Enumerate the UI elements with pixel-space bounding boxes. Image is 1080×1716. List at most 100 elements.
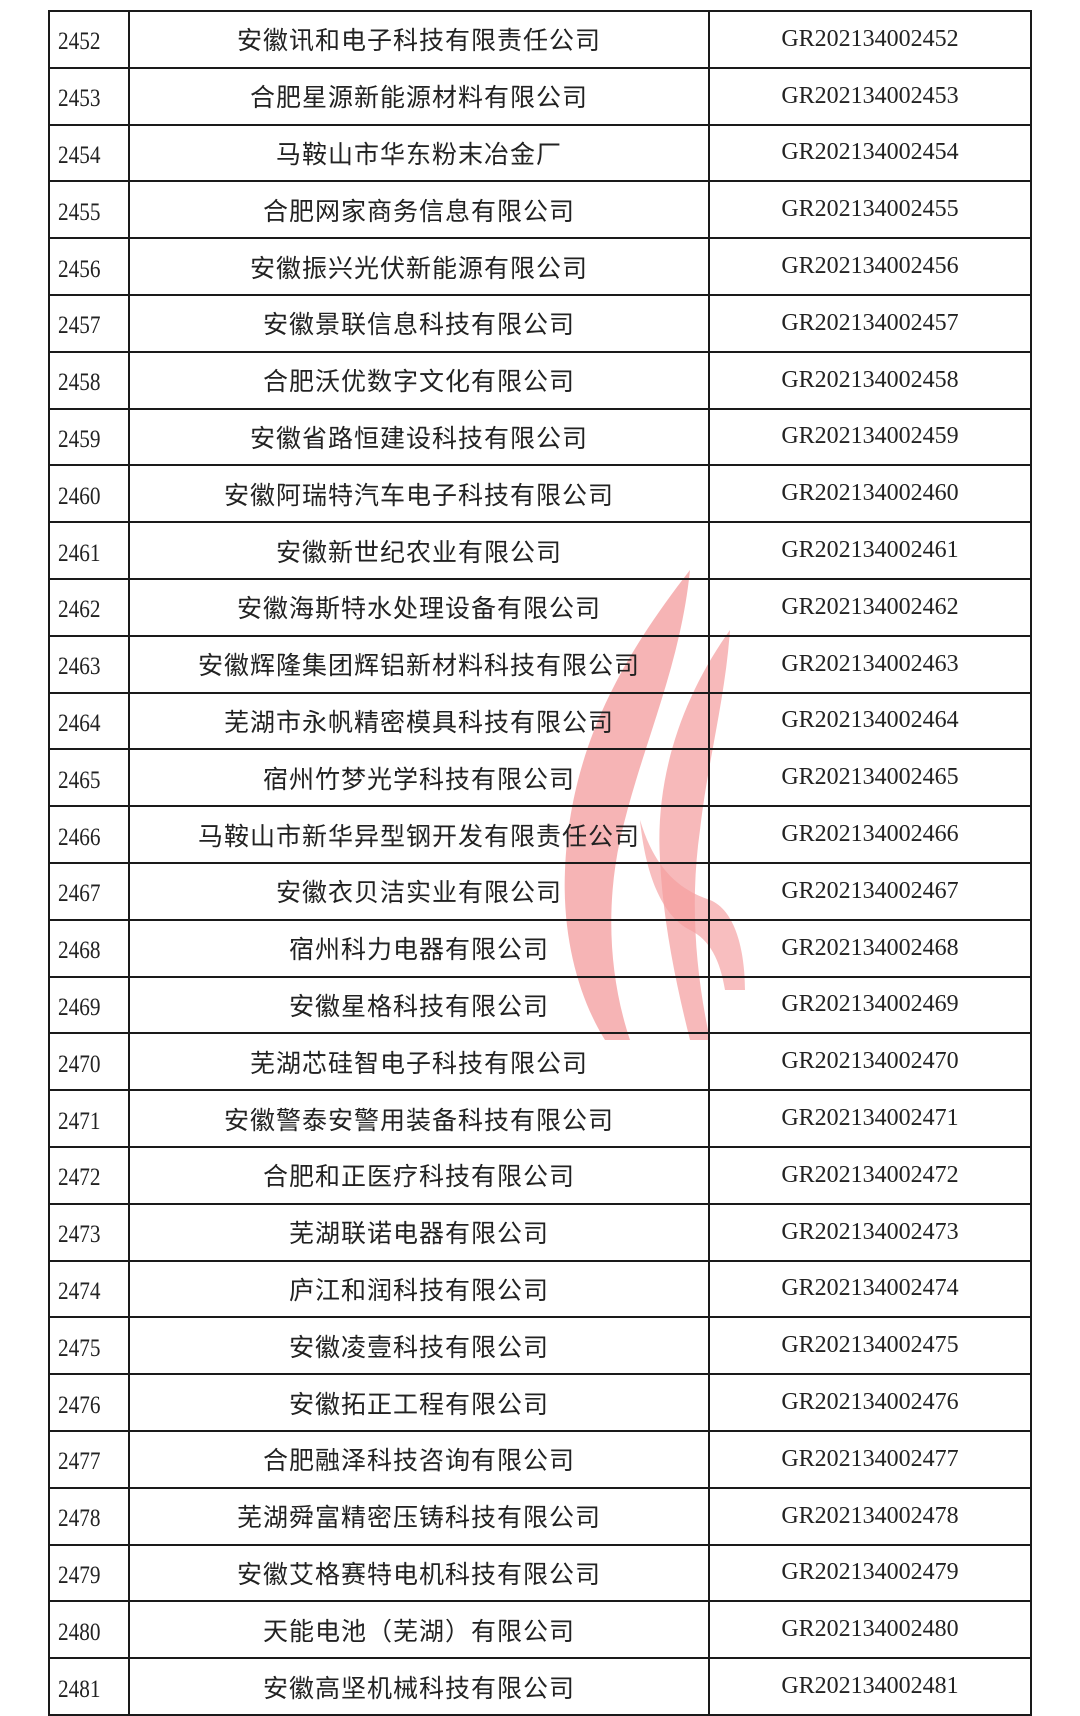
certificate-number-cell: GR202134002452 (708, 10, 1032, 69)
row-number-cell: 2481 (48, 1657, 130, 1716)
company-name-cell: 安徽拓正工程有限公司 (128, 1373, 710, 1432)
table-row: 2461 安徽新世纪农业有限公司 GR202134002461 (48, 521, 1032, 580)
certificate-number: GR202134002471 (781, 1105, 959, 1132)
table-row: 2465 宿州竹梦光学科技有限公司 GR202134002465 (48, 748, 1032, 808)
company-name-cell: 安徽衣贝洁实业有限公司 (128, 861, 710, 921)
enterprise-list-table: 2452 安徽讯和电子科技有限责任公司 GR202134002452 2453 合肥星源… (48, 10, 1032, 1716)
row-number-cell: 2470 (48, 1032, 130, 1092)
row-number: 2459 (58, 425, 101, 453)
row-number: 2457 (58, 312, 101, 340)
row-number: 2463 (58, 653, 101, 681)
company-name-cell: 芜湖市永帆精密模具科技有限公司 (128, 691, 710, 751)
certificate-number-cell: GR202134002462 (708, 577, 1032, 637)
table-row: 2477 合肥融泽科技咨询有限公司 GR202134002477 (48, 1429, 1032, 1489)
row-number-cell: 2457 (48, 293, 130, 353)
certificate-number: GR202134002469 (781, 991, 959, 1018)
table-row: 2475 安徽凌壹科技有限公司 GR202134002475 (48, 1316, 1032, 1376)
table-row: 2454 马鞍山市华东粉末冶金厂 GR202134002454 (48, 123, 1032, 183)
company-name: 合肥网家商务信息有限公司 (262, 198, 575, 226)
company-name: 天能电池（芜湖）有限公司 (262, 1618, 575, 1646)
certificate-number-cell: GR202134002477 (708, 1429, 1032, 1489)
certificate-number: GR202134002477 (781, 1445, 959, 1472)
table-row: 2463 安徽辉隆集团辉铝新材料科技有限公司 GR202134002463 (48, 634, 1032, 694)
company-name: 合肥沃优数字文化有限公司 (262, 369, 575, 397)
certificate-number: GR202134002458 (781, 366, 959, 393)
company-name-cell: 安徽高坚机械科技有限公司 (128, 1657, 710, 1716)
company-name-cell: 安徽凌壹科技有限公司 (128, 1316, 710, 1376)
table-row: 2458 合肥沃优数字文化有限公司 GR202134002458 (48, 350, 1032, 410)
company-name-cell: 合肥星源新能源材料有限公司 (128, 66, 710, 126)
certificate-number-cell: GR202134002461 (708, 521, 1032, 580)
certificate-number-cell: GR202134002476 (708, 1373, 1032, 1432)
certificate-number: GR202134002465 (781, 764, 959, 791)
company-name-cell: 安徽辉隆集团辉铝新材料科技有限公司 (128, 634, 710, 694)
certificate-number: GR202134002472 (781, 1161, 959, 1188)
row-number-cell: 2467 (48, 861, 130, 921)
company-name-cell: 合肥网家商务信息有限公司 (128, 180, 710, 240)
row-number: 2471 (58, 1107, 101, 1135)
certificate-number: GR202134002457 (781, 309, 959, 336)
row-number-cell: 2462 (48, 577, 130, 637)
certificate-number: GR202134002456 (781, 253, 959, 280)
company-name: 宿州竹梦光学科技有限公司 (262, 766, 575, 794)
table-row: 2466 马鞍山市新华异型钢开发有限责任公司 GR202134002466 (48, 805, 1032, 864)
row-number-cell: 2468 (48, 918, 130, 978)
row-number: 2462 (58, 596, 101, 624)
row-number-cell: 2474 (48, 1259, 130, 1319)
company-name-cell: 安徽省路恒建设科技有限公司 (128, 407, 710, 467)
company-name: 安徽海斯特水处理设备有限公司 (236, 596, 601, 624)
certificate-number-cell: GR202134002465 (708, 748, 1032, 808)
certificate-number: GR202134002452 (781, 25, 959, 52)
company-name-cell: 合肥融泽科技咨询有限公司 (128, 1429, 710, 1489)
company-name-cell: 安徽讯和电子科技有限责任公司 (128, 10, 710, 69)
company-name: 芜湖芯硅智电子科技有限公司 (249, 1050, 588, 1078)
company-name: 庐江和润科技有限公司 (288, 1277, 549, 1305)
company-name: 芜湖市永帆精密模具科技有限公司 (223, 709, 614, 737)
row-number: 2469 (58, 993, 101, 1021)
row-number: 2454 (58, 141, 101, 169)
row-number: 2455 (58, 198, 101, 226)
company-name: 安徽衣贝洁实业有限公司 (275, 880, 562, 908)
company-name: 安徽高坚机械科技有限公司 (262, 1675, 575, 1703)
certificate-number-cell: GR202134002467 (708, 861, 1032, 921)
table-row: 2478 芜湖舜富精密压铸科技有限公司 GR202134002478 (48, 1486, 1032, 1546)
certificate-number-cell: GR202134002472 (708, 1145, 1032, 1205)
certificate-number: GR202134002474 (781, 1275, 959, 1302)
certificate-number-cell: GR202134002475 (708, 1316, 1032, 1376)
company-name-cell: 安徽景联信息科技有限公司 (128, 293, 710, 353)
row-number: 2461 (58, 539, 101, 567)
certificate-number: GR202134002466 (781, 821, 959, 848)
certificate-number: GR202134002464 (781, 707, 959, 734)
company-name-cell: 马鞍山市华东粉末冶金厂 (128, 123, 710, 183)
certificate-number-cell: GR202134002466 (708, 805, 1032, 864)
company-name: 合肥和正医疗科技有限公司 (262, 1164, 575, 1192)
company-name-cell: 芜湖舜富精密压铸科技有限公司 (128, 1486, 710, 1546)
certificate-number-cell: GR202134002464 (708, 691, 1032, 751)
company-name-cell: 宿州科力电器有限公司 (128, 918, 710, 978)
table-row: 2471 安徽警泰安警用装备科技有限公司 GR202134002471 (48, 1089, 1032, 1148)
row-number-cell: 2463 (48, 634, 130, 694)
company-name: 安徽景联信息科技有限公司 (262, 312, 575, 340)
table-row: 2474 庐江和润科技有限公司 GR202134002474 (48, 1259, 1032, 1319)
company-name: 安徽振兴光伏新能源有限公司 (249, 255, 588, 283)
certificate-number: GR202134002463 (781, 650, 959, 677)
row-number-cell: 2465 (48, 748, 130, 808)
certificate-number-cell: GR202134002456 (708, 237, 1032, 296)
certificate-number-cell: GR202134002463 (708, 634, 1032, 694)
table-row: 2481 安徽高坚机械科技有限公司 GR202134002481 (48, 1657, 1032, 1716)
certificate-number: GR202134002455 (781, 196, 959, 223)
certificate-number-cell: GR202134002481 (708, 1657, 1032, 1716)
row-number: 2470 (58, 1050, 101, 1078)
company-name-cell: 合肥沃优数字文化有限公司 (128, 350, 710, 410)
row-number-cell: 2452 (48, 10, 130, 69)
certificate-number: GR202134002478 (781, 1502, 959, 1529)
certificate-number: GR202134002460 (781, 480, 959, 507)
table-row: 2453 合肥星源新能源材料有限公司 GR202134002453 (48, 66, 1032, 126)
company-name-cell: 安徽艾格赛特电机科技有限公司 (128, 1543, 710, 1603)
row-number: 2480 (58, 1618, 101, 1646)
row-number-cell: 2477 (48, 1429, 130, 1489)
table-row: 2467 安徽衣贝洁实业有限公司 GR202134002467 (48, 861, 1032, 921)
company-name: 宿州科力电器有限公司 (288, 937, 549, 965)
row-number-cell: 2456 (48, 237, 130, 296)
row-number-cell: 2475 (48, 1316, 130, 1376)
